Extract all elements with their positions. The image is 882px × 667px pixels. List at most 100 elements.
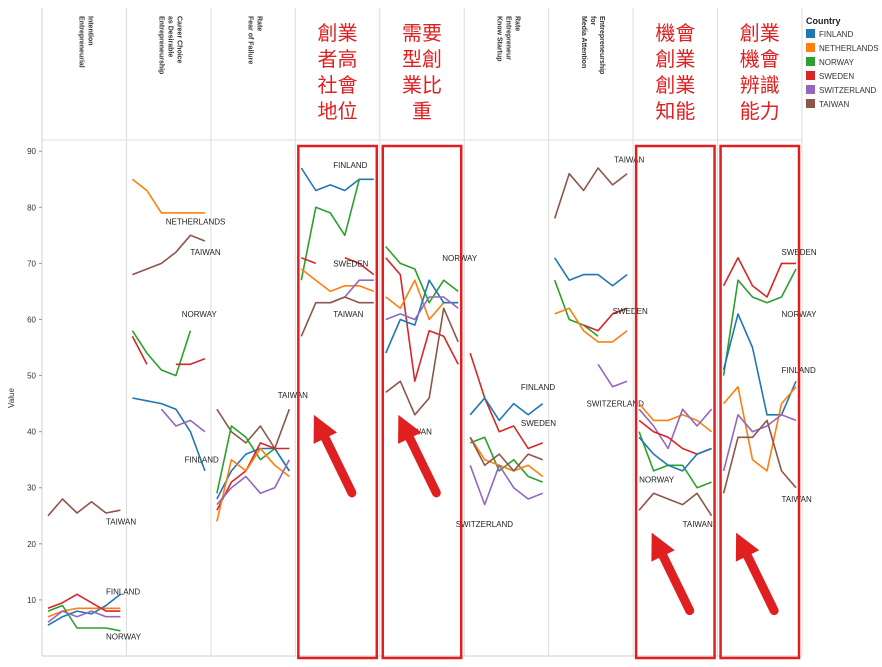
legend-label-sweden: SWEDEN [819,72,854,81]
panel-title-cjk-line: 者高 [318,47,358,71]
y-tick-label: 20 [27,540,36,549]
series-line-finland [216,447,290,500]
series-label-finland: FINLAND [185,456,219,465]
legend-label-finland: FINLAND [819,30,853,39]
panel-7: TAIWAN SWEDEN SWITZERLAND [553,156,648,409]
red-arrow-shaft [320,433,357,498]
panel-title-cjk-line: 知能 [655,99,695,123]
series-line-netherlands [722,386,797,472]
panel-1: TAIWAN FINLAND NORWAY [47,498,142,641]
legend: Country FINLAND NETHERLANDS NORWAY SWEDEN SWI… [806,16,879,109]
series-line-sweden [469,352,543,450]
y-tick-label: 70 [27,259,36,268]
series-label-finland: FINLAND [521,383,555,392]
panel-title-line: for [589,16,596,26]
panel-3: TAIWAN [216,391,308,522]
series-label-taiwan: TAIWAN [614,156,644,165]
highlight-box [381,144,463,660]
legend-title: Country [806,16,841,26]
panel-title-cjk-line: 創業 [740,21,780,45]
panel-title-line: Intention [87,16,94,46]
series-line-sweden [344,257,375,276]
series-line-netherlands [300,268,375,293]
series-line-finland [132,397,206,472]
series-line-switzerland [216,459,291,506]
panel-6: FINLAND SWEDEN SWITZERLAND [456,352,556,529]
panel-plots: TAIWANFINLANDNORWAYNETHERLANDSTAIWANNORW… [47,156,817,641]
panel-title-cjk-line: 型創 [402,47,442,71]
series-line-sweden [583,307,628,332]
series-label-switzerland: SWITZERLAND [456,520,514,529]
series-line-taiwan [300,296,374,337]
panel-title-line: Entrepreneurship [598,16,605,74]
series-line-switzerland [469,464,543,506]
series-label-sweden: SWEDEN [521,419,556,428]
series-line-norway [385,246,459,304]
red-arrow-head [735,532,760,562]
panel-4: FINLAND SWEDEN TAIWAN [300,161,375,337]
series-label-switzerland: SWITZERLAND [587,400,645,409]
series-label-netherlands: NETHERLANDS [166,217,226,226]
series-label-taiwan: TAIWAN [782,495,812,504]
panel-title-cjk-line: 業比 [402,73,442,97]
series-line-switzerland [160,408,206,433]
highlight-box [297,144,379,660]
series-line-norway [722,268,797,376]
highlight-box [634,144,716,660]
panel-title-cjk-line: 重 [412,99,432,123]
series-line-finland [722,313,797,416]
panel-8: NORWAY TAIWAN [638,403,713,529]
series-label-norway: NORWAY [106,632,142,641]
series-label-sweden: SWEDEN [613,307,648,316]
series-line-taiwan [47,498,121,517]
series-label-finland: FINLAND [106,588,140,597]
panel-title-line: Know Startup [495,16,502,62]
series-label-sweden: SWEDEN [333,259,368,268]
panel-title-cjk-line: 機會 [740,47,780,71]
red-arrow-head [398,414,422,444]
y-tick-label: 30 [27,484,36,493]
panel-2: NETHERLANDS TAIWAN NORWAY FINLAND [131,178,226,472]
series-label-taiwan: TAIWAN [278,391,308,400]
panel-title-cjk-line: 創業 [655,47,695,71]
series-line-switzerland [47,610,121,623]
legend-swatch-finland [806,29,815,38]
legend-label-switzerland: SWITZERLAND [819,86,877,95]
series-line-switzerland [597,363,628,388]
panel-title-cjk-line: 地位 [318,99,358,123]
legend-swatch-taiwan [806,99,815,108]
panel-title-line: Entrepreneurial [78,16,85,68]
legend-swatch-switzerland [806,85,815,94]
series-line-norway [638,431,712,489]
panel-title-cjk-line: 創業 [655,73,695,97]
legend-swatch-sweden [806,71,815,80]
panel-title-cjk-line: 需要 [402,21,442,45]
series-line-sweden [301,257,317,265]
series-line-switzerland [638,408,713,450]
series-line-taiwan [638,492,713,517]
series-line-sweden [722,257,796,298]
y-tick-label: 80 [27,203,36,212]
series-line-sweden [175,357,206,366]
series-line-sweden [216,442,290,511]
series-line-finland [554,257,628,287]
series-line-sweden [131,335,148,365]
panel-title-line: Rate [513,16,520,31]
series-line-netherlands [131,178,205,214]
series-line-norway [131,330,192,377]
y-axis-label: Value [7,388,16,408]
series-label-norway: NORWAY [639,475,675,484]
series-line-norway [47,604,121,632]
panel-title-line: Rate [256,16,263,31]
series-line-taiwan [553,167,628,219]
chart-frame [41,8,803,657]
series-line-switzerland [385,296,459,321]
series-line-sweden [47,593,121,612]
y-tick-label: 10 [27,596,36,605]
legend-label-netherlands: NETHERLANDS [819,44,879,53]
series-line-taiwan [216,408,291,450]
y-tick-label: 90 [27,147,36,156]
series-line-netherlands [216,447,290,522]
series-line-sweden [385,257,459,382]
panel-title-line: Career Choice [176,16,183,64]
